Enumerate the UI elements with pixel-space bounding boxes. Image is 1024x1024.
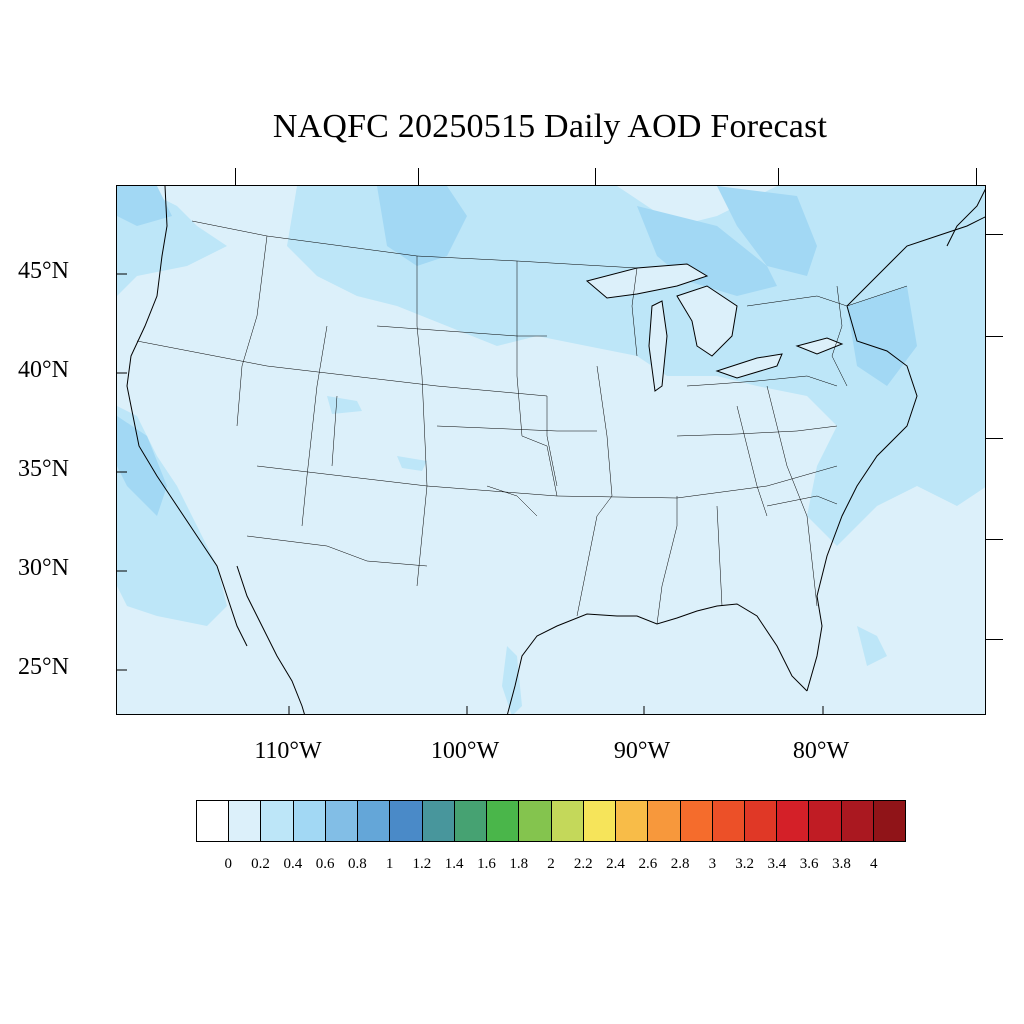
colorbar-label: 3.4: [767, 856, 787, 872]
lon-label-100w: 100°W: [430, 738, 500, 764]
colorbar-box: [229, 801, 262, 841]
colorbar-box: [777, 801, 810, 841]
top-tick: [235, 168, 236, 185]
colorbar-box: [616, 801, 649, 841]
colorbar-box: [648, 801, 681, 841]
colorbar-label: 0.4: [283, 856, 303, 872]
colorbar-box: [454, 801, 488, 841]
colorbar-label: 3: [708, 856, 717, 872]
colorbar-box: [487, 801, 520, 841]
colorbar-box: [358, 801, 391, 841]
colorbar-box: [519, 801, 552, 841]
colorbar-box: [261, 801, 294, 841]
colorbar-label: 0.2: [251, 856, 270, 872]
colorbar-box: [325, 801, 359, 841]
colorbar-box: [197, 801, 230, 841]
colorbar-box: [422, 801, 455, 841]
right-tick: [986, 336, 1003, 337]
colorbar-label: 2.4: [606, 856, 625, 872]
colorbar-box: [583, 801, 617, 841]
colorbar-box: [744, 801, 778, 841]
great-lakes: [585, 263, 844, 392]
colorbar-box: [873, 801, 906, 841]
map-canvas: [117, 186, 985, 714]
right-tick: [986, 234, 1003, 235]
colorbar-label: 2.2: [573, 856, 593, 872]
aod-shading-0.4-0.6: [117, 186, 917, 516]
map-title: NAQFC 20250515 Daily AOD Forecast: [272, 108, 828, 145]
colorbar-label: 1.4: [444, 856, 464, 872]
colorbar-box: [809, 801, 842, 841]
top-tick: [976, 168, 977, 185]
lat-label-35n: 35°N: [18, 456, 69, 482]
colorbar-box: [712, 801, 745, 841]
colorbar-label: 1.2: [412, 856, 432, 872]
lat-label-30n: 30°N: [18, 555, 69, 581]
frame-ticks: [117, 273, 824, 714]
top-tick: [418, 168, 419, 185]
right-tick: [986, 438, 1003, 439]
colorbar-label: 2: [547, 856, 555, 872]
colorbar-label: 3.6: [799, 856, 819, 872]
aod-map: [116, 185, 986, 715]
lat-label-25n: 25°N: [18, 654, 69, 680]
state-boundaries: [136, 220, 908, 625]
colorbar-label: 2.8: [670, 856, 690, 872]
colorbar-label: 1.8: [509, 856, 529, 872]
lon-label-80w: 80°W: [792, 738, 850, 764]
colorbar-label: 4: [869, 856, 878, 872]
top-tick: [595, 168, 596, 185]
colorbar-label: 3.8: [832, 856, 851, 872]
lon-label-90w: 90°W: [613, 738, 671, 764]
colorbar-label: 1.6: [477, 856, 496, 872]
colorbar-label: 0.6: [315, 856, 335, 872]
right-tick: [986, 539, 1003, 540]
lat-label-40n: 40°N: [18, 357, 69, 383]
colorbar-label: 2.6: [638, 856, 658, 872]
colorbar-box: [293, 801, 326, 841]
colorbar: [196, 800, 906, 842]
right-tick: [986, 639, 1003, 640]
colorbar-label: 0.8: [347, 856, 367, 872]
colorbar-box: [680, 801, 713, 841]
colorbar-label: 0: [224, 856, 233, 872]
top-tick: [778, 168, 779, 185]
colorbar-box: [841, 801, 874, 841]
colorbar-box: [390, 801, 423, 841]
colorbar-box: [551, 801, 584, 841]
lon-label-110w: 110°W: [254, 738, 322, 764]
lat-label-45n: 45°N: [18, 258, 69, 284]
colorbar-label: 1: [385, 856, 394, 872]
aod-shading-0.2-0.4: [117, 186, 985, 714]
colorbar-label: 3.2: [735, 856, 754, 872]
